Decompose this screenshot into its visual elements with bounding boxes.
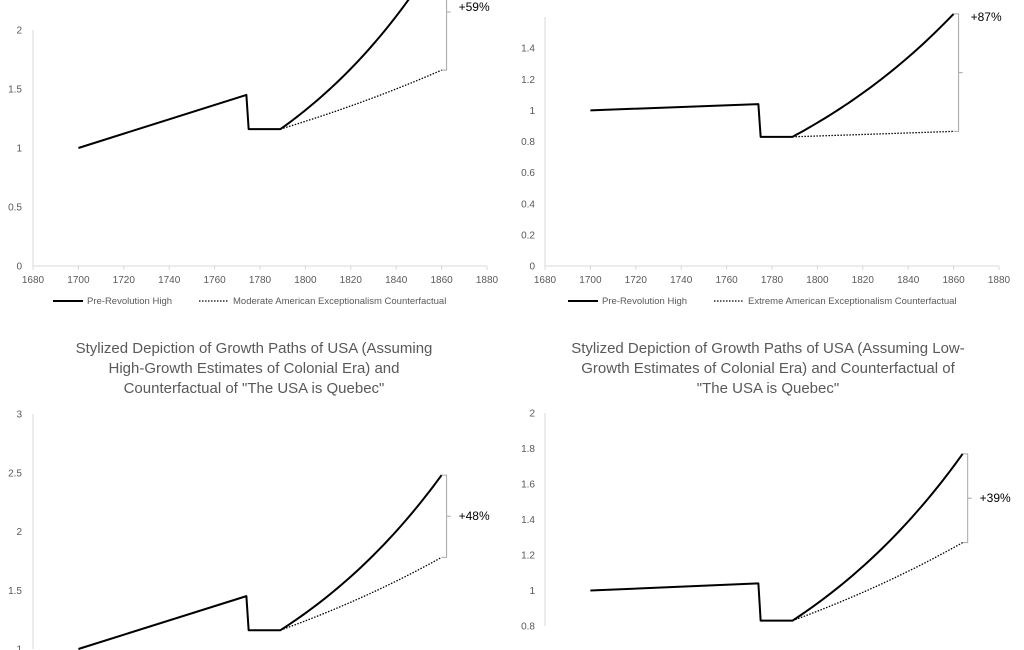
x-tick-label: 1800 (294, 275, 317, 286)
y-tick-label: 1.2 (521, 75, 535, 86)
x-tick-label: 1700 (67, 275, 90, 286)
x-tick-label: 1740 (158, 275, 181, 286)
x-tick-label: 1840 (897, 275, 920, 286)
series-line-actual (590, 453, 964, 622)
y-tick-label: 1 (529, 586, 535, 597)
x-tick-label: 1820 (852, 275, 875, 286)
legend: Pre-Revolution High Moderate American Exc… (53, 296, 446, 307)
annotation-bracket (953, 13, 960, 132)
y-tick-label: 1.2 (521, 551, 535, 562)
x-tick-label: 1700 (579, 275, 602, 286)
x-tick-label: 1760 (203, 275, 226, 286)
series-group (590, 13, 955, 138)
legend-label: Extreme American Exceptionalism Counterf… (748, 296, 957, 307)
legend: Pre-Revolution High Extreme American Exce… (568, 296, 957, 307)
x-tick-label: 1680 (22, 275, 45, 286)
chart-title-line: Growth Estimates of Colonial Era) and Co… (581, 360, 955, 377)
series-line-counterfactual (792, 130, 954, 138)
y-tick-label: 2.5 (8, 468, 22, 479)
series-line-actual (590, 13, 955, 138)
x-tick-label: 1800 (806, 275, 829, 286)
x-tick-label: 1860 (430, 275, 453, 286)
y-tick-label: 1.4 (521, 44, 535, 55)
y-tick-label: 1.8 (521, 444, 535, 455)
y-tick-label: 1 (16, 645, 22, 650)
series-line-actual (78, 474, 443, 650)
chart-title-line: Counterfactual of "The USA is Quebec" (124, 380, 385, 397)
legend-label: Moderate American Exceptionalism Counter… (233, 296, 446, 307)
annotation-label: +48% (459, 509, 490, 523)
chart-title-line: Stylized Depiction of Growth Paths of US… (571, 340, 965, 357)
chart-panel-4: Stylized Depiction of Growth Paths of US… (521, 340, 1011, 633)
legend-label: Pre-Revolution High (87, 296, 172, 307)
annotation-bracket (962, 453, 969, 544)
y-tick-label: 0.4 (521, 199, 535, 210)
y-tick-label: 2 (16, 26, 22, 37)
x-tick-label: 1880 (988, 275, 1011, 286)
x-tick-label: 1820 (340, 275, 363, 286)
chart-panel-1: 0 0.5 1 1.5 2 1680 1700 1720 1740 1760 1780 1800 182… (8, 0, 499, 307)
legend-label: Pre-Revolution High (602, 296, 687, 307)
y-tick-label: 0.8 (521, 137, 535, 148)
y-tick-label: 2 (16, 527, 22, 538)
chart-title-line: High-Growth Estimates of Colonial Era) a… (109, 360, 400, 377)
annotation-bracket (441, 0, 448, 71)
chart-panel-3: Stylized Depiction of Growth Paths of US… (8, 340, 490, 650)
annotation-label: +87% (971, 10, 1002, 24)
y-tick-label: 0 (529, 262, 535, 273)
x-tick-label: 1680 (534, 275, 557, 286)
annotation-bracket (441, 474, 448, 558)
x-tick-label: 1780 (761, 275, 784, 286)
y-tick-label: 1 (529, 106, 535, 117)
series-group (590, 453, 964, 622)
x-tick-label: 1720 (625, 275, 648, 286)
y-tick-label: 1.5 (8, 85, 22, 96)
x-tick-label: 1720 (113, 275, 136, 286)
annotation-label: +39% (980, 491, 1011, 505)
chart-panel-2: 0 0.2 0.4 0.6 0.8 1 1.2 1.4 1680 1700 1720 1740 1760… (521, 10, 1010, 307)
y-tick-label: 2 (529, 409, 535, 420)
chart-title-line: "The USA is Quebec" (697, 380, 839, 397)
series-line-actual (78, 0, 410, 149)
series-group (78, 474, 443, 650)
series-line-counterfactual (792, 542, 963, 622)
y-tick-label: 1.6 (521, 480, 535, 491)
x-tick-label: 1860 (942, 275, 965, 286)
series-line-counterfactual (280, 69, 442, 130)
y-tick-label: 0.6 (521, 168, 535, 179)
y-tick-label: 1.5 (8, 586, 22, 597)
y-tick-label: 0 (16, 262, 22, 273)
y-tick-label: 1 (16, 144, 22, 155)
x-tick-label: 1840 (385, 275, 408, 286)
annotation-label: +59% (459, 0, 490, 14)
x-tick-label: 1760 (715, 275, 738, 286)
y-tick-label: 3 (16, 410, 22, 421)
x-tick-label: 1740 (670, 275, 693, 286)
x-tick-label: 1880 (476, 275, 499, 286)
series-group (78, 0, 442, 149)
chart-title-line: Stylized Depiction of Growth Paths of US… (76, 340, 433, 357)
x-tick-label: 1780 (249, 275, 272, 286)
y-tick-label: 1.4 (521, 515, 535, 526)
y-tick-label: 0.8 (521, 622, 535, 633)
y-tick-label: 0.5 (8, 203, 22, 214)
y-tick-label: 0.2 (521, 230, 535, 241)
